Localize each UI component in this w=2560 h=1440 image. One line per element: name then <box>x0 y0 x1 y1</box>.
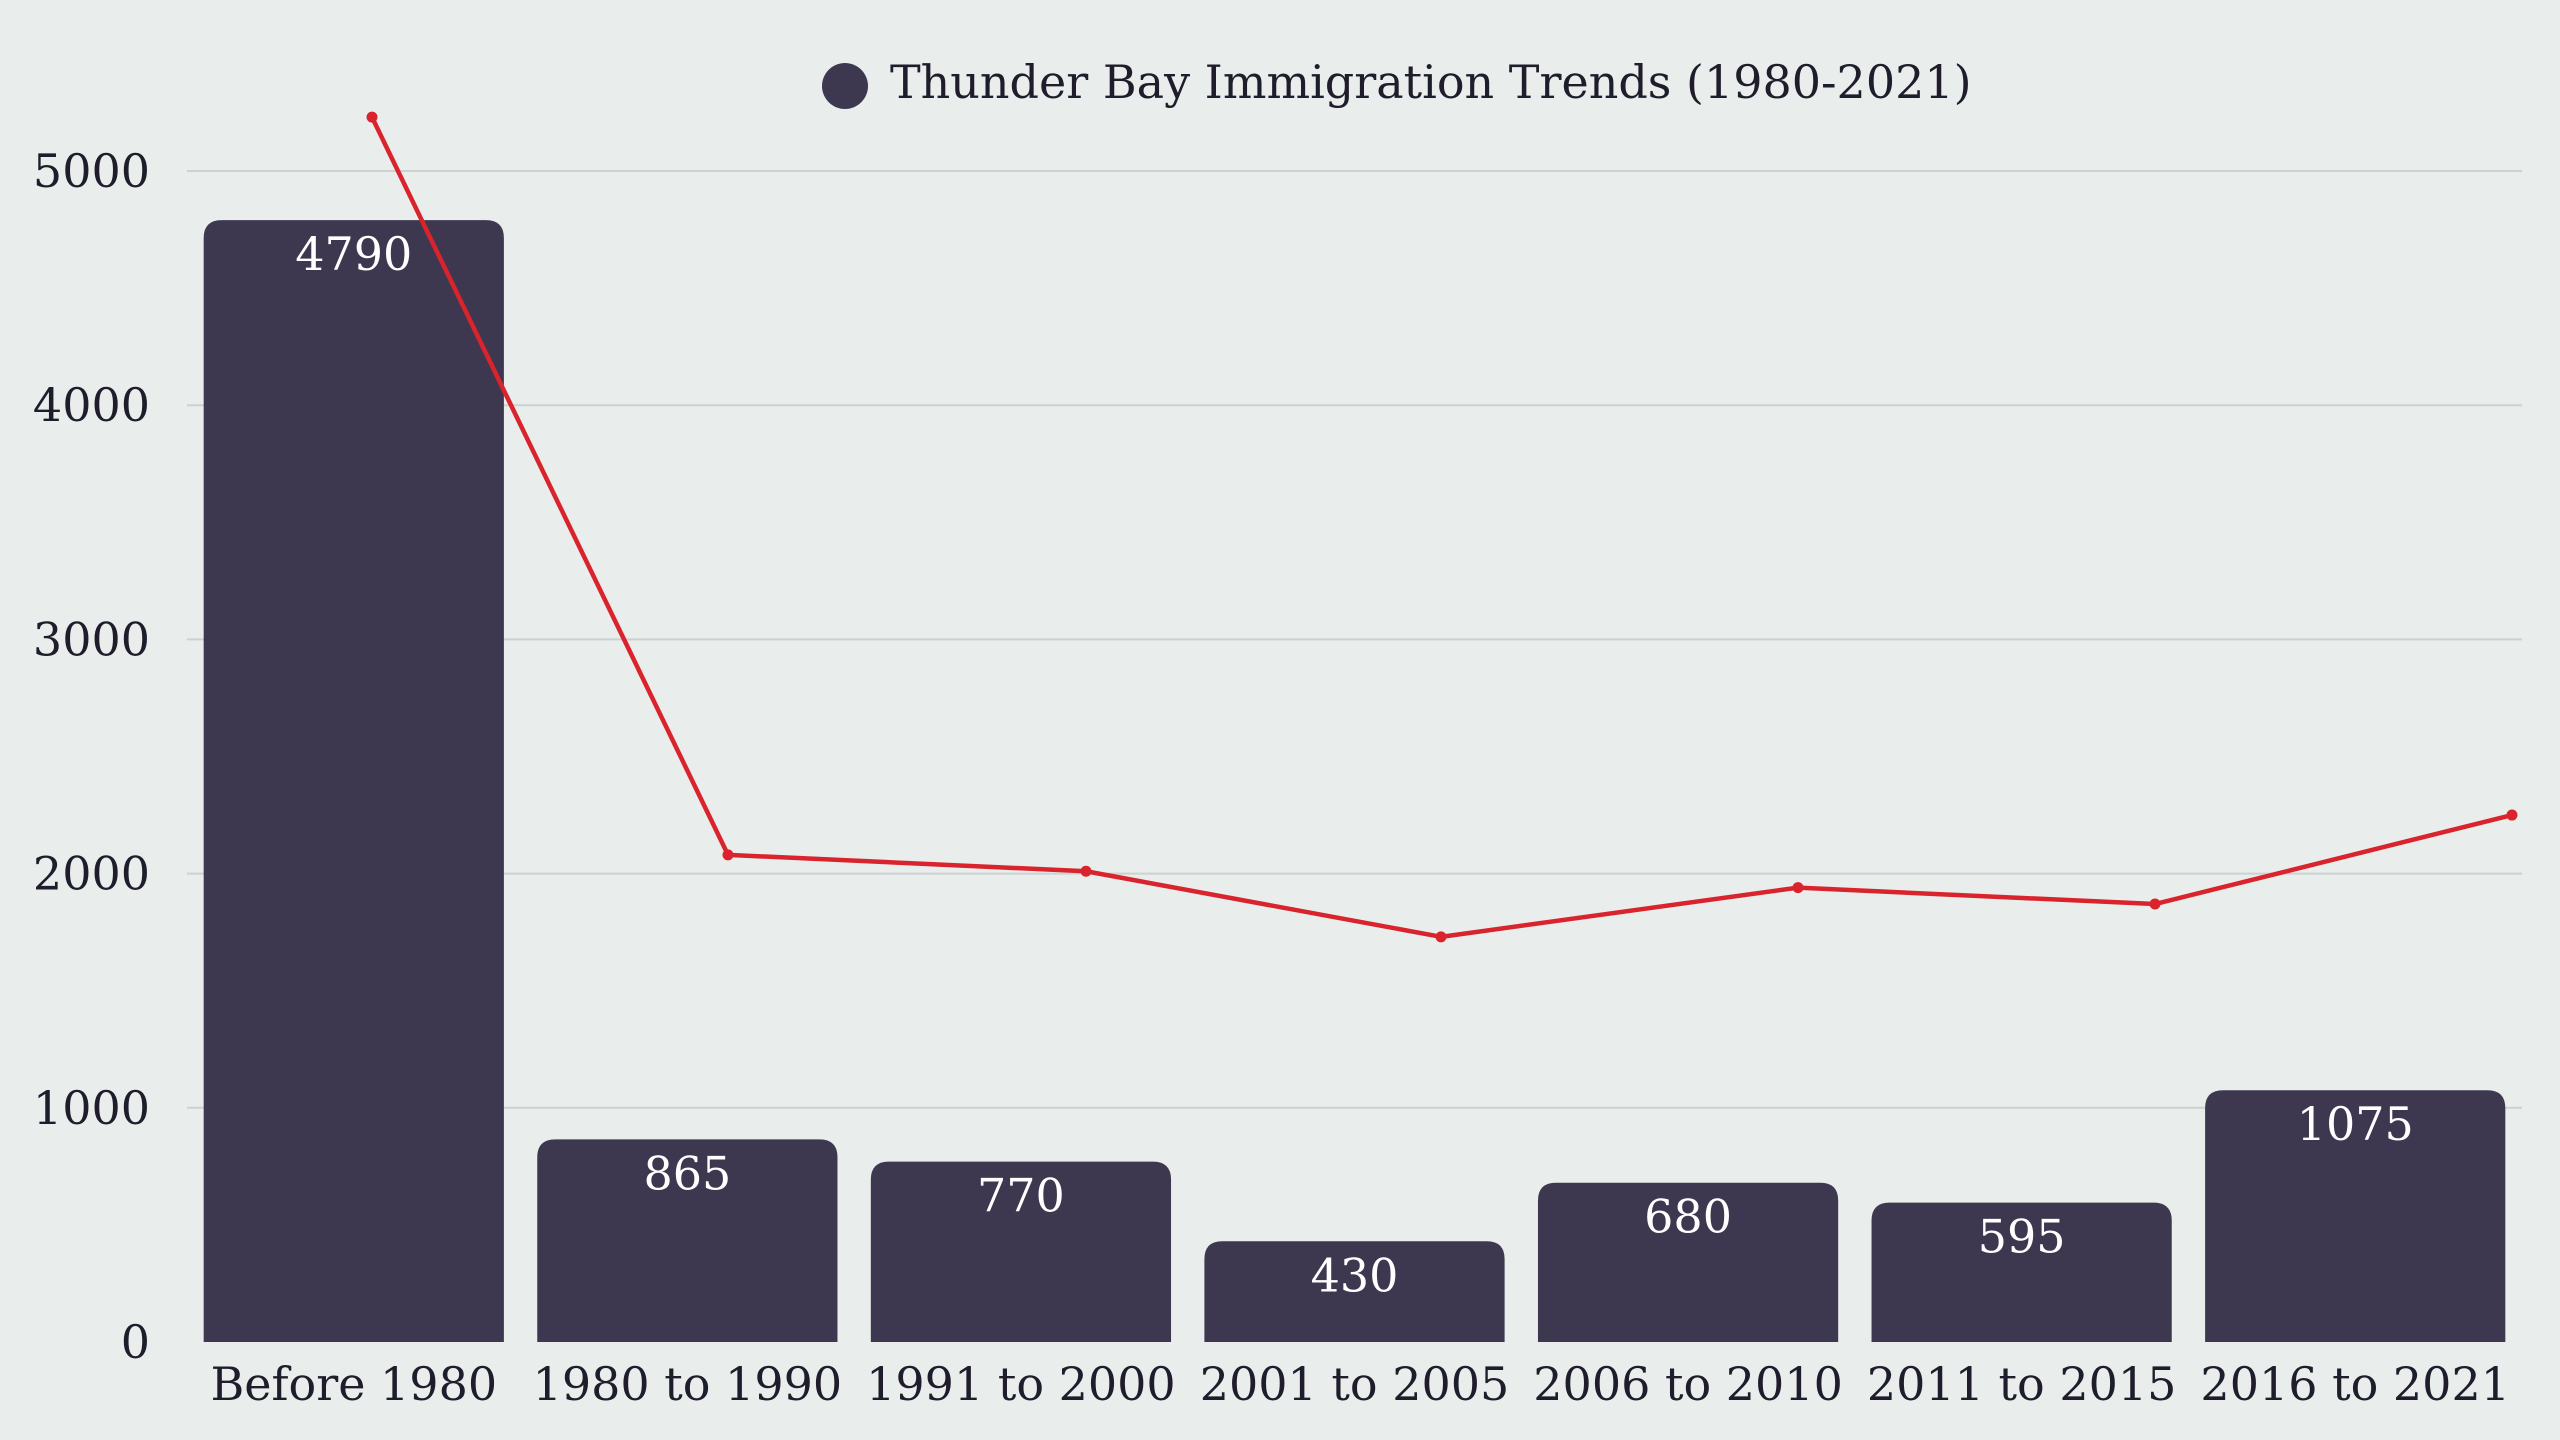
bar-layer <box>203 220 2506 1342</box>
x-tick-label: 2011 to 2015 <box>1867 1357 2177 1411</box>
bar-value-label: 430 <box>1311 1248 1399 1302</box>
x-tick-label: 2006 to 2010 <box>1533 1357 1843 1411</box>
y-tick-label: 1000 <box>33 1081 150 1135</box>
chart-legend[interactable]: Thunder Bay Immigration Trends (1980-202… <box>822 55 1972 109</box>
bar <box>203 220 504 1342</box>
bar-value-label: 595 <box>1978 1210 2066 1264</box>
line-point <box>722 849 734 861</box>
x-tick-label: 2001 to 2005 <box>1200 1357 1510 1411</box>
bar-value-label: 770 <box>977 1169 1065 1223</box>
bar-value-label: 865 <box>643 1146 731 1200</box>
line-point <box>1435 931 1447 943</box>
x-tick-label: 2016 to 2021 <box>2200 1357 2510 1411</box>
line-point <box>2506 809 2518 821</box>
y-tick-label: 0 <box>121 1315 150 1369</box>
line-layer <box>366 111 2518 943</box>
bar <box>1537 1182 1839 1342</box>
line-point <box>1792 882 1804 894</box>
x-tick-label: 1991 to 2000 <box>866 1357 1176 1411</box>
bar-value-label: 680 <box>1644 1190 1732 1244</box>
bar-value-label: 4790 <box>295 227 412 281</box>
line-point <box>2149 898 2161 910</box>
x-tick-label: Before 1980 <box>210 1357 497 1411</box>
line-point <box>366 111 378 123</box>
trend-line <box>369 116 2513 940</box>
y-tick-label: 2000 <box>33 847 150 901</box>
bar <box>2205 1090 2506 1342</box>
bar-value-label: 1075 <box>2297 1097 2414 1151</box>
legend-label: Thunder Bay Immigration Trends (1980-202… <box>890 55 1972 109</box>
grid-layer <box>187 170 2522 1109</box>
bar <box>870 1161 1172 1342</box>
bar <box>1871 1202 2172 1342</box>
y-tick-label: 3000 <box>33 612 150 666</box>
y-tick-label: 4000 <box>33 378 150 432</box>
line-point <box>1080 865 1092 877</box>
x-tick-label: 1980 to 1990 <box>533 1357 843 1411</box>
bar <box>1204 1241 1505 1342</box>
bar <box>537 1139 838 1342</box>
legend-marker-icon <box>822 63 868 109</box>
label-layer: 0 1000 2000 3000 4000 5000 4790 Before 1980 865 1… <box>33 144 2510 1411</box>
y-tick-label: 5000 <box>33 144 150 198</box>
